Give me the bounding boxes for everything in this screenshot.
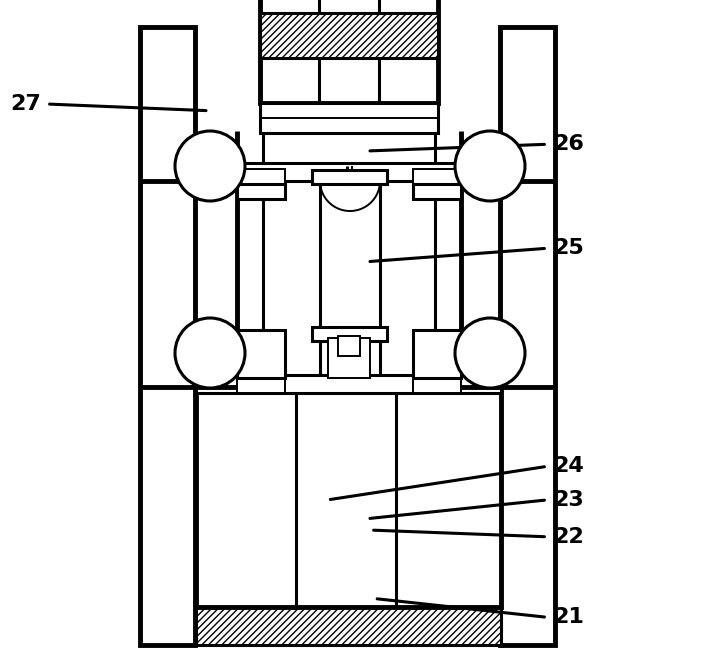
Bar [413,169,461,184]
Bar [260,13,438,58]
Bar [237,184,285,199]
Text: 22: 22 [553,527,584,547]
Bar [338,336,360,356]
Bar [196,387,501,607]
Bar [413,378,461,393]
Circle shape [455,318,525,388]
Bar [312,170,387,184]
Bar [196,607,501,645]
Bar [237,169,285,184]
Bar [140,27,195,645]
Bar [413,330,461,378]
Circle shape [175,318,245,388]
Text: 27: 27 [10,94,41,114]
Bar [260,103,438,133]
Bar [237,378,285,393]
Bar [328,338,370,378]
Bar [413,184,461,199]
Bar [196,375,501,393]
Text: 23: 23 [553,490,584,510]
Bar [500,27,555,645]
Text: 24: 24 [553,456,584,476]
Circle shape [455,131,525,201]
Bar [312,327,387,341]
Bar [196,163,501,181]
Text: 26: 26 [553,134,584,154]
Bar [237,330,285,378]
Circle shape [175,131,245,201]
Bar [260,0,438,103]
Text: 21: 21 [553,607,584,627]
Text: 25: 25 [553,238,584,258]
